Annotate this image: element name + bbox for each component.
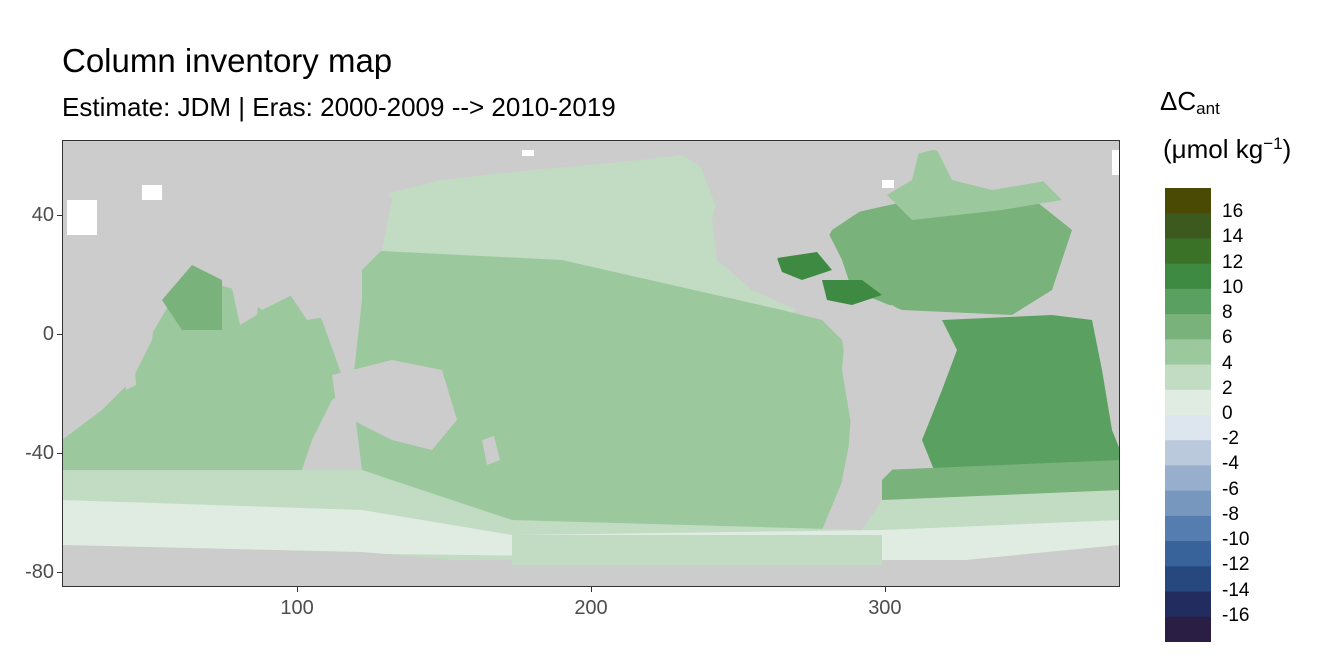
plot-title: Column inventory map [62, 42, 393, 79]
africa-wrap-land [1107, 320, 1120, 430]
legend-label: 10 [1222, 276, 1244, 298]
y-tick-label: 0 [42, 322, 54, 345]
tropical-pacific [352, 250, 852, 530]
y-tick-mark [57, 214, 62, 216]
colorbar-segment [1165, 515, 1211, 542]
legend-label: 4 [1222, 352, 1233, 374]
colorbar-segment [1165, 440, 1211, 466]
legend-label: 6 [1222, 327, 1233, 349]
colorbar-segment [1165, 364, 1211, 391]
caribbean [822, 280, 882, 305]
colorbar-segment [1165, 591, 1211, 618]
se-asia-land [272, 265, 337, 320]
greenland-land [932, 140, 1082, 190]
colorbar-segment [1165, 238, 1211, 265]
europe-land [1072, 140, 1120, 280]
map-panel [62, 140, 1120, 587]
legend-title: ΔCant [1160, 86, 1220, 119]
indian-ocean [62, 280, 347, 470]
south-atlantic-south [882, 460, 1120, 500]
legend-title-symbol: ΔC [1160, 86, 1197, 116]
north-pacific [362, 155, 797, 320]
colorbar-segment [1165, 339, 1211, 366]
legend-label: -8 [1222, 503, 1239, 525]
colorbar-segment [1165, 415, 1211, 441]
antarctica-land [62, 545, 1120, 587]
y-tick-mark [57, 452, 62, 454]
colorbar-segment [1165, 213, 1211, 239]
north-atlantic [822, 190, 1072, 315]
nodata-patch [1112, 150, 1120, 175]
legend-colorbar [1165, 188, 1211, 642]
nodata-patches [67, 150, 1120, 235]
india-land [227, 265, 262, 325]
column-inventory-map [62, 140, 1120, 587]
y-tick-label: -80 [25, 561, 54, 584]
legend-label: -10 [1222, 529, 1250, 551]
gulf-of-mexico [777, 252, 832, 280]
legend-label: 2 [1222, 377, 1233, 399]
legend-label: -4 [1222, 453, 1239, 475]
colorbar-segment [1165, 288, 1211, 315]
south-america-land [842, 305, 952, 500]
legend-unit: (μmol kg−1) [1163, 134, 1291, 165]
legend-label: 12 [1222, 251, 1244, 273]
legend-unit-base: (μmol kg [1163, 134, 1264, 164]
y-tick-mark [57, 572, 62, 574]
colorbar-segment [1165, 188, 1211, 214]
australia-land [332, 360, 457, 450]
legend-label: 14 [1222, 226, 1244, 248]
legend-label: 8 [1222, 302, 1233, 324]
legend-label: 16 [1222, 201, 1244, 223]
arabian-sea [162, 265, 222, 330]
new-zealand-land [482, 436, 500, 465]
north-america-land [682, 140, 922, 270]
legend-title-subscript: ant [1196, 99, 1220, 118]
madagascar-land [124, 358, 136, 390]
legend-label: -2 [1222, 428, 1239, 450]
legend-label: -16 [1222, 604, 1250, 626]
legend-label: -12 [1222, 554, 1250, 576]
x-tick-mark [884, 587, 886, 592]
colorbar-segment [1165, 389, 1211, 416]
eurasia-land [62, 140, 392, 280]
x-tick-mark [297, 587, 299, 592]
y-tick-mark [57, 333, 62, 335]
colorbar-segment [1165, 314, 1211, 340]
colorbar-segment [1165, 566, 1211, 593]
x-tick-mark [591, 587, 592, 592]
x-tick-label: 200 [574, 597, 608, 619]
colorbar-segment [1165, 465, 1211, 492]
ocean-fields [62, 150, 1120, 565]
y-tick-label: -40 [25, 441, 54, 464]
x-tick-label: 100 [280, 597, 314, 619]
colorbar-segment [1165, 541, 1211, 567]
nodata-patch [67, 200, 97, 235]
legend-label: -6 [1222, 478, 1239, 500]
legend-label: 0 [1222, 403, 1233, 424]
tropical-atlantic [922, 315, 1120, 490]
plot-frame [62, 140, 1120, 587]
y-tick-label: 40 [31, 203, 54, 226]
x-tick-label: 300 [868, 597, 902, 619]
nodata-patch [882, 180, 894, 188]
legend-label: -14 [1222, 579, 1250, 601]
nodata-patch [522, 150, 534, 156]
nodata-patch [142, 185, 162, 200]
colorbar-segment [1165, 490, 1211, 517]
legend-unit-exponent: −1 [1263, 134, 1283, 153]
legend-unit-close: ) [1282, 134, 1292, 164]
colorbar-segment [1165, 263, 1211, 290]
colorbar-segment [1165, 616, 1211, 642]
antarctic-shelf [512, 535, 882, 565]
plot-subtitle: Estimate: JDM | Eras: 2000-2009 --> 2010… [62, 92, 616, 122]
